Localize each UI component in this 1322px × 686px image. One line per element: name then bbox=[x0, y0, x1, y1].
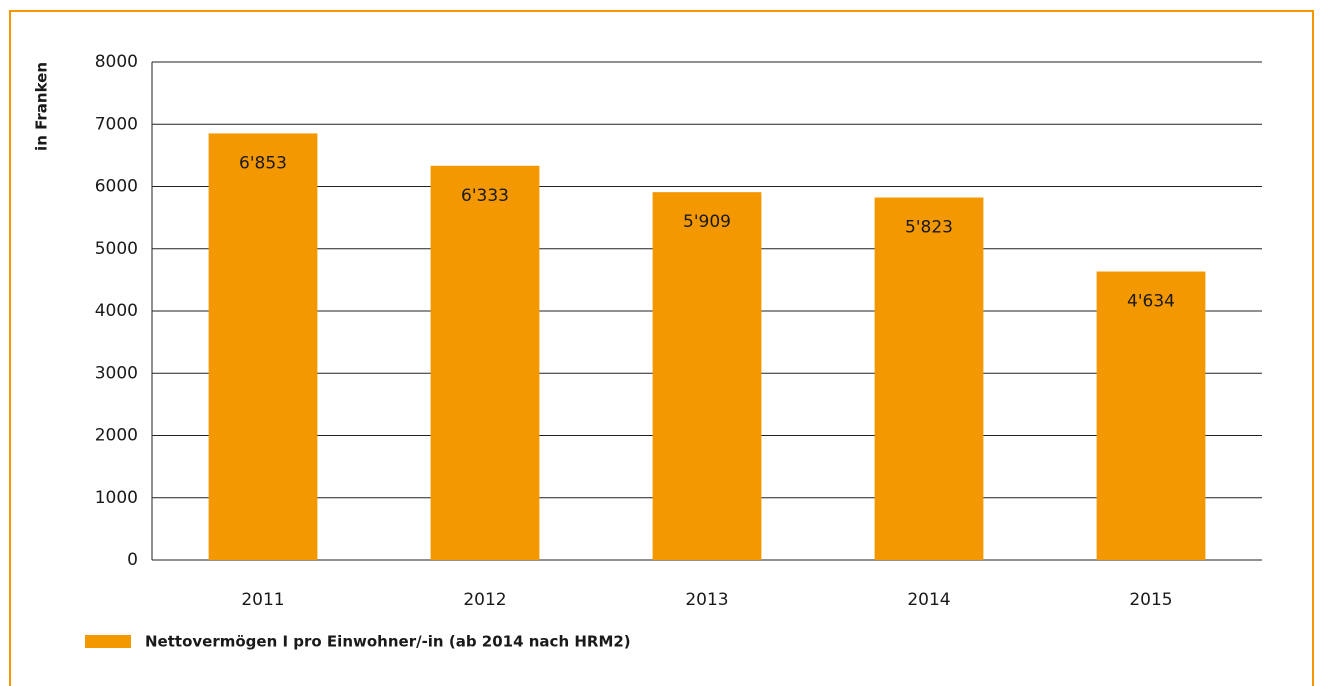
value-label: 4'634 bbox=[1127, 292, 1175, 312]
value-label: 6'333 bbox=[461, 186, 509, 206]
legend-swatch bbox=[85, 635, 131, 648]
y-tick-label: 2000 bbox=[95, 426, 138, 446]
x-tick-label: 2015 bbox=[1129, 590, 1172, 610]
value-label: 5'909 bbox=[683, 212, 731, 232]
bar bbox=[874, 197, 984, 560]
y-tick-label: 7000 bbox=[95, 114, 138, 134]
x-tick-label: 2014 bbox=[907, 590, 950, 610]
x-tick-label: 2013 bbox=[685, 590, 728, 610]
y-tick-label: 4000 bbox=[95, 301, 138, 321]
bar bbox=[652, 192, 762, 561]
y-tick-label: 0 bbox=[127, 550, 138, 570]
value-label: 5'823 bbox=[905, 218, 953, 238]
legend-label: Nettovermögen I pro Einwohner/-in (ab 20… bbox=[145, 633, 631, 651]
bar bbox=[1096, 271, 1206, 560]
x-tick-label: 2012 bbox=[463, 590, 506, 610]
y-tick-label: 3000 bbox=[95, 363, 138, 383]
bar bbox=[208, 133, 318, 560]
y-axis-label: in Franken bbox=[33, 62, 51, 151]
y-tick-label: 5000 bbox=[95, 239, 138, 259]
y-tick-label: 6000 bbox=[95, 177, 138, 197]
y-tick-label: 8000 bbox=[95, 52, 138, 72]
value-label: 6'853 bbox=[239, 153, 287, 173]
frame bbox=[9, 10, 1314, 686]
x-tick-label: 2011 bbox=[241, 590, 284, 610]
y-tick-label: 1000 bbox=[95, 488, 138, 508]
bar bbox=[430, 165, 540, 560]
